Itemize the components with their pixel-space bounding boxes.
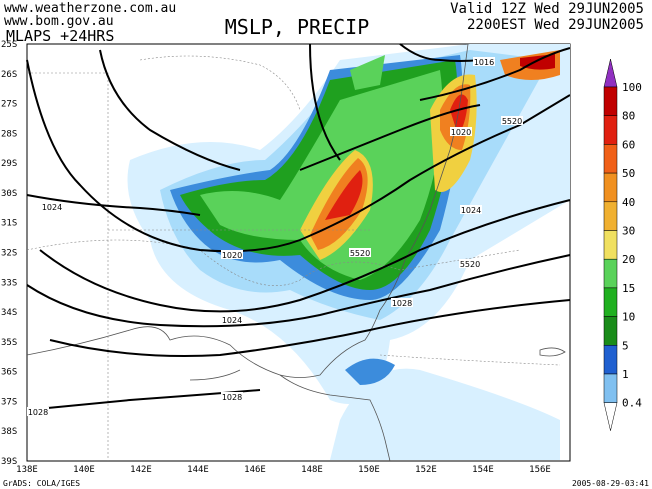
colorbar-label: 0.4 xyxy=(622,397,642,410)
colorbar-label: 10 xyxy=(622,311,635,324)
lon-label: 140E xyxy=(73,465,95,475)
lon-label: 156E xyxy=(529,465,551,475)
lat-label: 38S xyxy=(1,427,17,437)
lon-label: 142E xyxy=(130,465,152,475)
lon-label: 148E xyxy=(301,465,323,475)
contour-label-bg xyxy=(221,250,243,259)
lat-label: 30S xyxy=(1,189,17,199)
valid-time: Valid 12Z Wed 29JUN2005 xyxy=(450,1,644,17)
lon-label: 150E xyxy=(358,465,380,475)
colorbar-box xyxy=(603,373,618,403)
contour-label: 1024 xyxy=(42,203,62,212)
contour-label-bg xyxy=(391,298,413,307)
lat-label: 28S xyxy=(1,129,17,139)
colorbar-box xyxy=(603,345,618,375)
contour-label: 1020 xyxy=(222,251,242,260)
colorbar-box xyxy=(603,230,618,260)
lat-label: 33S xyxy=(1,278,17,288)
contour-labels: 1016 5520 1020 1024 1024 1020 5520 5520 1028 1024… xyxy=(27,57,523,417)
contour-label-bg xyxy=(501,116,523,125)
colorbar-box xyxy=(603,258,618,289)
contour-label-bg xyxy=(221,392,243,401)
contour-label-bg xyxy=(460,205,482,214)
colorbar-label: 60 xyxy=(622,138,635,151)
boundaries xyxy=(26,55,561,461)
contour-label: 5520 xyxy=(460,260,480,269)
lat-label: 31S xyxy=(1,219,17,229)
colorbar-box xyxy=(603,287,618,317)
credit: GrADS: COLA/IGES xyxy=(3,479,80,488)
contour-label: 1028 xyxy=(222,393,242,402)
colorbar-box xyxy=(603,172,618,203)
lat-label: 27S xyxy=(1,100,17,110)
colorbar-label: 100 xyxy=(622,81,642,94)
lat-label: 36S xyxy=(1,368,17,378)
contour-label: 1028 xyxy=(28,408,48,417)
map-area: 1016 5520 1020 1024 1024 1020 5520 5520 1028 1024… xyxy=(26,43,571,462)
lat-label: 39S xyxy=(1,457,17,467)
colorbar-label: 40 xyxy=(622,196,635,209)
contour-label-bg xyxy=(221,315,243,324)
contour-label-bg xyxy=(27,407,49,416)
lat-label: 32S xyxy=(1,249,17,259)
colorbar-label: 15 xyxy=(622,282,635,295)
contour-label: 5520 xyxy=(350,249,370,258)
lon-label: 138E xyxy=(16,465,38,475)
colorbar-box xyxy=(603,86,618,116)
site-line: www.weatherzone.com.au xyxy=(4,1,176,16)
timestamp: 2005-08-29-03:41 xyxy=(572,479,649,488)
lat-label: 35S xyxy=(1,338,17,348)
colorbar-box xyxy=(603,115,618,145)
lat-label: 29S xyxy=(1,159,17,169)
colorbar-cap xyxy=(603,402,618,431)
colorbar-label: 80 xyxy=(622,110,635,123)
lat-label: 37S xyxy=(1,397,17,407)
isobars xyxy=(26,43,571,411)
contour-label-bg xyxy=(349,248,371,257)
lon-label: 146E xyxy=(244,465,266,475)
site-line: www.bom.gov.au xyxy=(4,14,114,29)
lat-label: 25S xyxy=(1,40,17,50)
lat-label: 26S xyxy=(1,70,17,80)
contour-label-bg xyxy=(473,57,495,66)
contour-label-bg xyxy=(459,259,481,268)
colorbar: 100 80 60 50 40 30 20 15 10 5 1 0.4 xyxy=(603,58,642,431)
contour-label: 1024 xyxy=(222,316,242,325)
colorbar-box xyxy=(603,144,618,174)
axis-labels: 25S 26S 27S 28S 29S 30S 31S 32S 33S 34S 35S 36S 37S 3… xyxy=(1,40,551,475)
contour-label: 1016 xyxy=(474,58,494,67)
colorbar-label: 5 xyxy=(622,339,629,352)
contour-label: 5520 xyxy=(502,117,522,126)
lon-label: 144E xyxy=(187,465,209,475)
lon-label: 152E xyxy=(415,465,437,475)
model-label: MLAPS +24HRS xyxy=(6,27,114,45)
colorbar-box xyxy=(603,201,618,231)
lon-label: 154E xyxy=(472,465,494,475)
contour-label-bg xyxy=(450,127,472,136)
coastline xyxy=(26,43,566,462)
lat-label: 34S xyxy=(1,308,17,318)
contour-label: 1020 xyxy=(451,128,471,137)
contour-label: 1028 xyxy=(392,299,412,308)
map-title: MSLP, PRECIP xyxy=(225,15,370,39)
colorbar-label: 50 xyxy=(622,167,635,180)
colorbar-label: 20 xyxy=(622,253,635,266)
contour-label-bg xyxy=(41,202,63,211)
valid-time: 2200EST Wed 29JUN2005 xyxy=(467,17,644,33)
colorbar-label: 30 xyxy=(622,225,635,238)
colorbar-box xyxy=(603,316,618,346)
colorbar-label: 1 xyxy=(622,368,629,381)
contour-label: 1024 xyxy=(461,206,481,215)
